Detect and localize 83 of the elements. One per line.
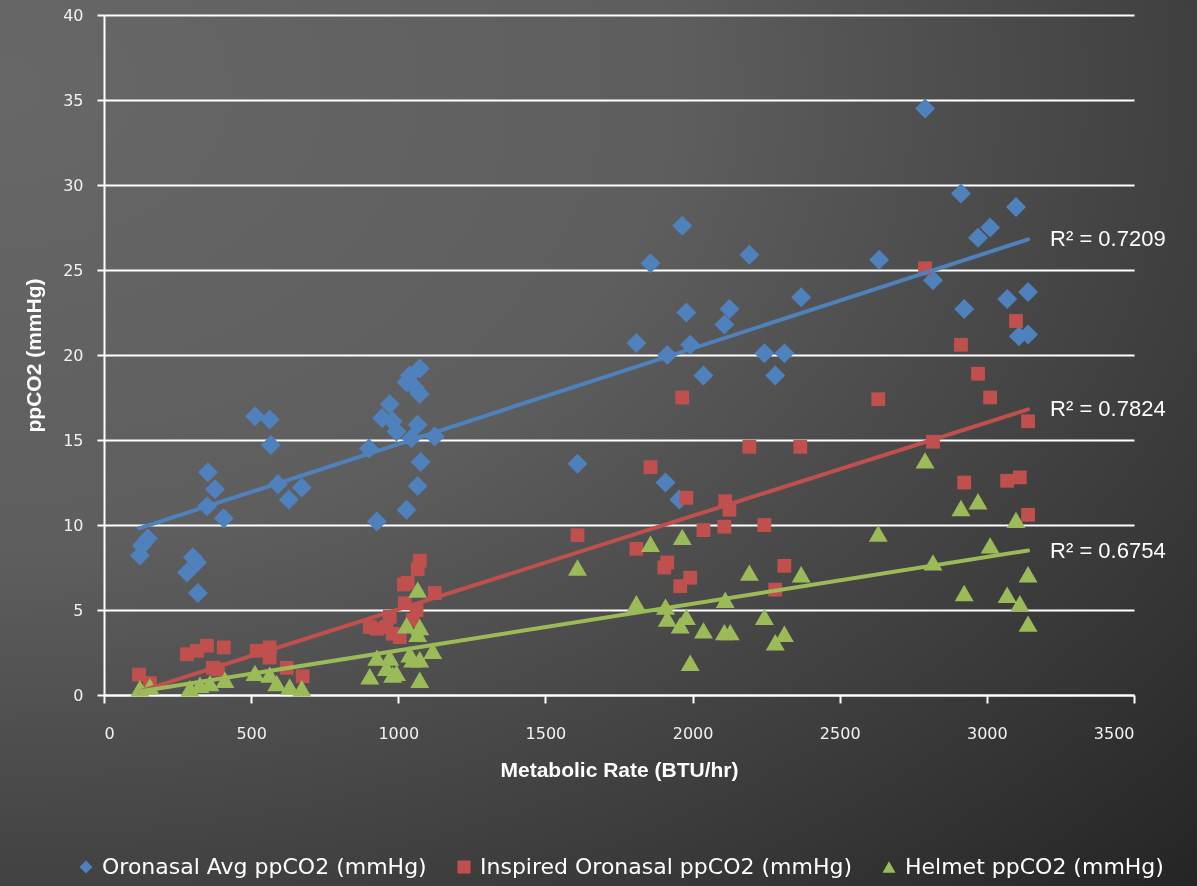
x-tick-label: 2500 <box>819 723 861 743</box>
point <box>765 634 785 651</box>
point <box>410 671 430 688</box>
series-label: R² = 0.7824 <box>1050 396 1166 422</box>
point <box>717 519 732 534</box>
point <box>292 679 312 697</box>
point <box>1000 473 1015 488</box>
point <box>1021 507 1035 522</box>
point <box>410 618 430 636</box>
point <box>997 586 1017 603</box>
point <box>267 674 287 692</box>
y-tick-label: 25 <box>63 260 84 280</box>
point <box>957 475 972 490</box>
point <box>400 575 415 590</box>
point <box>980 537 1000 554</box>
series-label: R² = 0.7209 <box>1050 226 1166 252</box>
point <box>739 564 759 581</box>
point <box>871 392 886 407</box>
legend-label: Helmet ppCO2 (mmHg) <box>905 854 1164 879</box>
point <box>412 553 427 568</box>
point <box>1009 314 1023 328</box>
point <box>868 525 888 542</box>
y-tick-label: 15 <box>63 430 84 450</box>
x-tick-label: 0 <box>104 723 115 743</box>
series-label: R² = 0.6754 <box>1050 537 1166 563</box>
point <box>672 528 692 546</box>
x-tick-label: 3000 <box>967 723 1008 743</box>
point <box>754 608 774 626</box>
point <box>629 541 644 556</box>
x-tick-label: 3500 <box>1093 723 1135 743</box>
point <box>971 366 985 381</box>
y-tick-label: 40 <box>63 5 84 25</box>
y-tick-label: 5 <box>73 600 84 620</box>
point <box>568 559 587 576</box>
point <box>693 622 713 639</box>
point <box>200 638 214 653</box>
point <box>1012 470 1027 485</box>
point <box>660 555 675 570</box>
point <box>1021 414 1035 429</box>
y-tick-label: 30 <box>63 175 84 195</box>
legend-label: Oronasal Avg ppCO2 (mmHg) <box>102 854 427 879</box>
point <box>954 337 968 352</box>
x-tick-label: 2000 <box>672 723 714 743</box>
point <box>791 566 811 583</box>
point <box>675 390 690 405</box>
y-axis-title: ppCO2 (mmHg) <box>22 278 46 433</box>
point <box>983 390 997 405</box>
point <box>641 535 660 552</box>
point <box>951 499 971 517</box>
point <box>410 651 430 668</box>
point <box>968 492 988 510</box>
point <box>570 528 585 543</box>
point <box>679 490 694 505</box>
point <box>774 625 794 643</box>
point <box>643 460 658 475</box>
point <box>696 523 711 537</box>
point <box>757 518 772 532</box>
point <box>793 439 808 454</box>
y-tick-label: 0 <box>73 685 84 705</box>
y-tick-label: 35 <box>63 90 84 110</box>
y-tick-label: 20 <box>63 345 84 365</box>
point <box>1010 594 1030 612</box>
point <box>408 581 428 598</box>
x-tick-label: 1500 <box>525 723 567 743</box>
point <box>397 617 417 634</box>
x-tick-label: 1000 <box>378 723 420 743</box>
point <box>680 654 700 671</box>
y-tick-label: 10 <box>63 515 84 535</box>
point <box>1018 615 1038 632</box>
x-tick-label: 500 <box>236 723 267 743</box>
point <box>915 452 935 469</box>
point <box>683 570 698 585</box>
point <box>954 584 974 602</box>
point <box>1018 566 1038 583</box>
point <box>742 439 757 454</box>
point <box>777 558 792 573</box>
point <box>720 623 740 641</box>
point <box>360 668 380 685</box>
point <box>1006 511 1026 529</box>
point <box>216 640 231 655</box>
x-axis-title: Metabolic Rate (BTU/hr) <box>500 757 739 781</box>
point <box>295 669 310 684</box>
legend-label: Inspired Oronasal ppCO2 (mmHg) <box>480 854 852 879</box>
